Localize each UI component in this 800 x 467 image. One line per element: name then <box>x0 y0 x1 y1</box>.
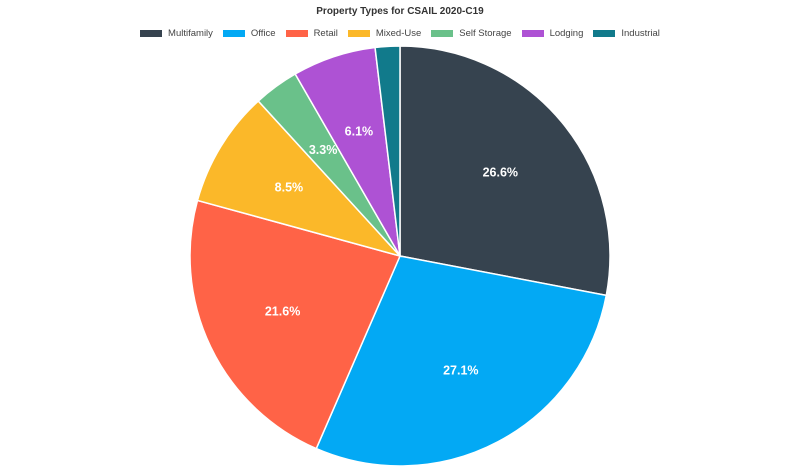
slice-label-self-storage: 3.3% <box>309 143 338 157</box>
legend-label: Multifamily <box>168 28 213 39</box>
legend-swatch <box>431 30 454 37</box>
legend-label: Office <box>250 28 276 39</box>
legend-swatch <box>285 30 308 37</box>
slice-label-multifamily: 26.6% <box>483 165 518 179</box>
legend-item-retail[interactable]: Retail <box>285 28 338 39</box>
legend-label: Lodging <box>549 28 584 39</box>
pie-slice-mixed-use[interactable] <box>196 99 403 258</box>
legend-swatch <box>347 30 370 37</box>
legend-item-mixed-use[interactable]: Mixed-Use <box>347 28 422 39</box>
legend-swatch <box>593 30 616 37</box>
slice-label-lodging: 6.1% <box>345 125 374 139</box>
slice-label-mixed-use: 8.5% <box>275 180 304 194</box>
legend-label: Retail <box>313 28 338 39</box>
legend-item-self-storage[interactable]: Self Storage <box>431 28 512 39</box>
chart-title: Property Types for CSAIL 2020-C19 <box>316 6 484 17</box>
legend-item-industrial[interactable]: Industrial <box>593 28 660 39</box>
pie-slice-industrial[interactable] <box>374 45 401 257</box>
legend-swatch <box>140 30 163 37</box>
pie-slice-office[interactable] <box>315 255 608 467</box>
slice-label-retail: 21.6% <box>265 304 300 318</box>
slice-label-office: 27.1% <box>443 363 478 377</box>
legend-swatch <box>222 30 245 37</box>
pie-slice-retail[interactable] <box>189 199 402 450</box>
legend-item-multifamily[interactable]: Multifamily <box>140 28 213 39</box>
chart-legend: Multifamily Office Retail Mixed-Use Self… <box>0 28 800 39</box>
legend-label: Industrial <box>621 28 660 39</box>
legend-swatch <box>521 30 544 37</box>
legend-item-office[interactable]: Office <box>222 28 276 39</box>
legend-item-lodging[interactable]: Lodging <box>521 28 584 39</box>
legend-label: Self Storage <box>459 28 512 39</box>
legend-label: Mixed-Use <box>375 28 422 39</box>
pie-slice-multifamily[interactable] <box>399 45 611 297</box>
